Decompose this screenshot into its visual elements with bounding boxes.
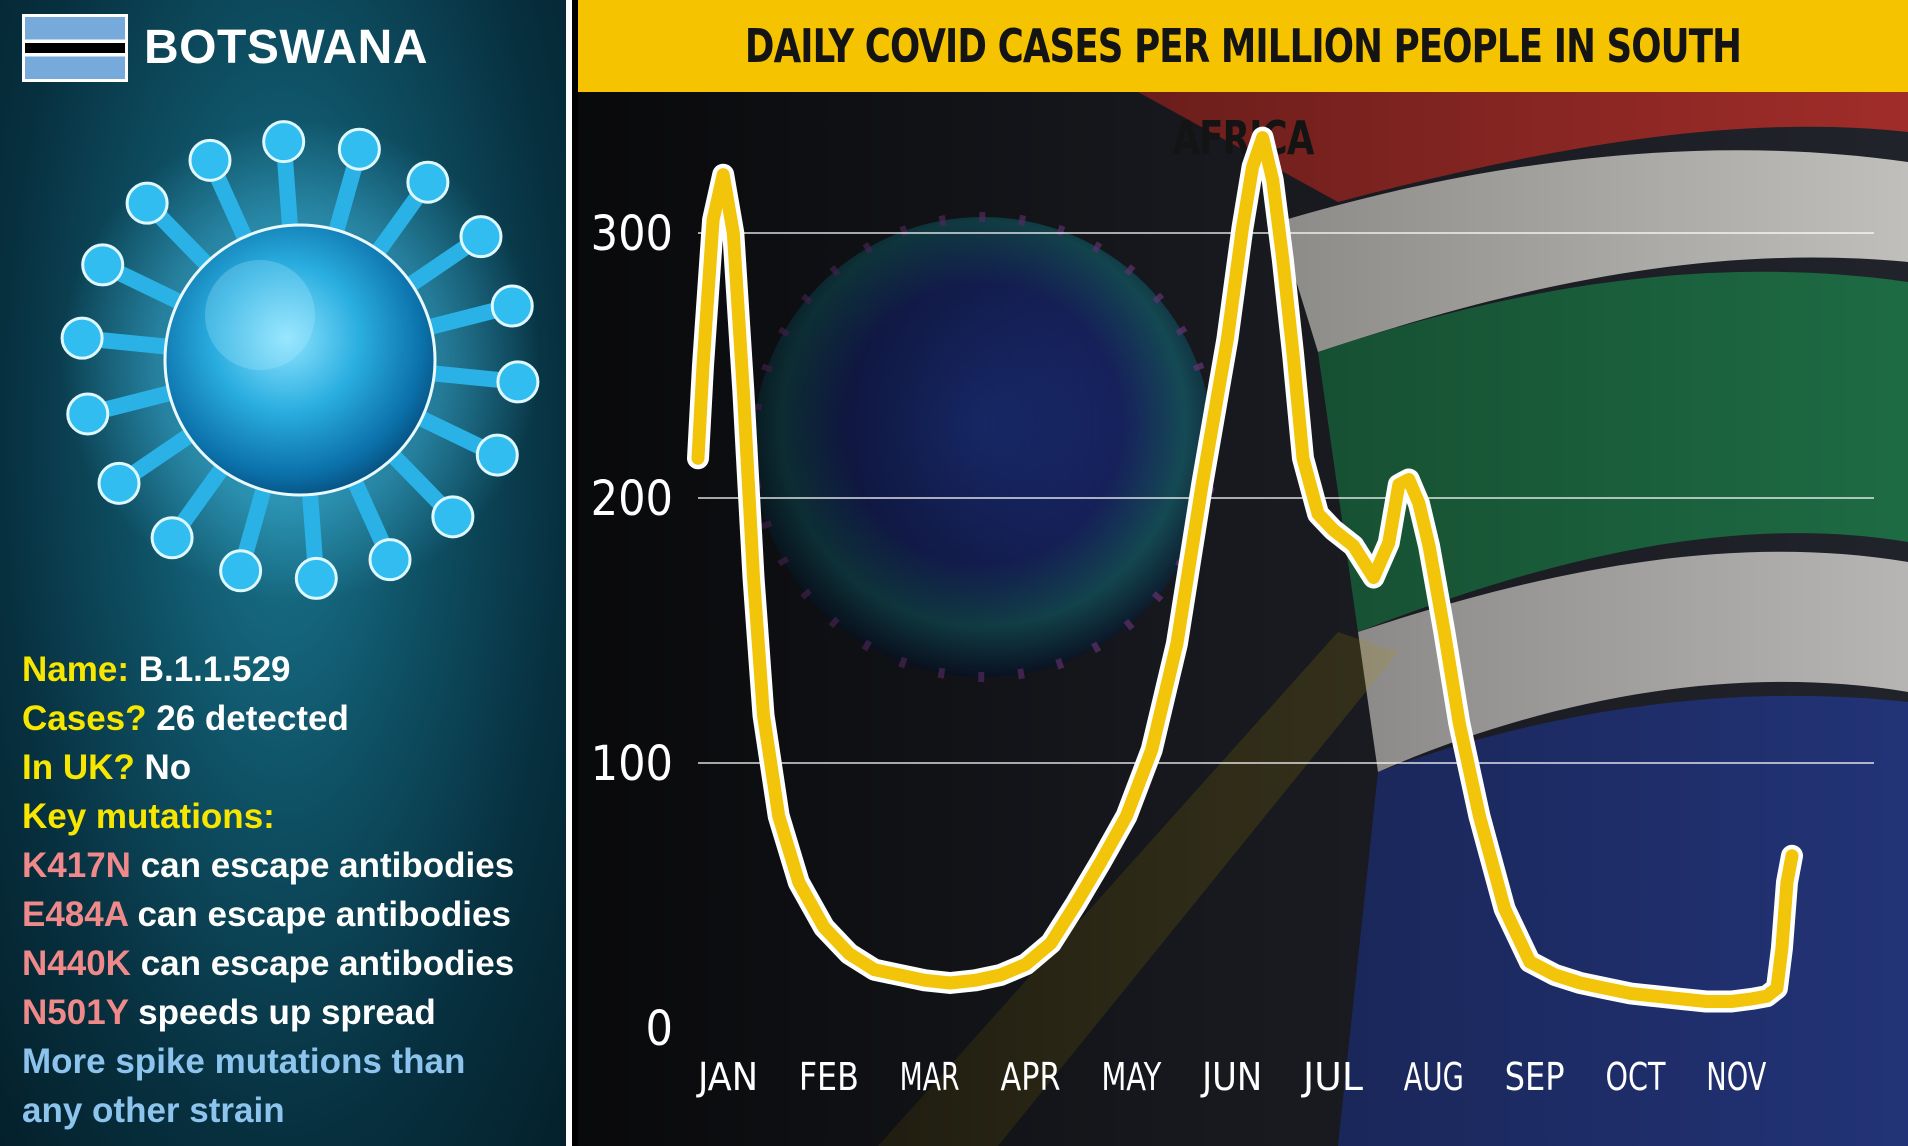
virus-spike-tip (66, 392, 110, 436)
cases-value: 26 detected (156, 699, 349, 738)
virus-spike (301, 481, 324, 573)
virus-spike-tip (496, 360, 540, 404)
virus-spike (345, 470, 393, 555)
virus-spike-tip (459, 215, 503, 259)
virus-spike (148, 205, 218, 275)
virus-spike (367, 185, 428, 263)
virus-spike (421, 364, 512, 389)
botswana-flag-icon (22, 14, 128, 82)
mutation-row: K417N can escape antibodies (22, 841, 566, 890)
y-tick-label: 0 (646, 1001, 673, 1057)
x-tick-label: MAR (900, 1055, 960, 1099)
x-tick-label: JUL (1301, 1055, 1363, 1099)
mutation-code: N501Y (22, 993, 129, 1032)
virus-spike-tip (188, 138, 232, 182)
series-line (691, 131, 1799, 1008)
series-line-outline (687, 126, 1803, 1013)
x-tick-label: FEB (799, 1055, 859, 1099)
mutation-row: N440K can escape antibodies (22, 939, 566, 988)
virus-spike-tip (97, 461, 141, 505)
mutation-effect: can escape antibodies (137, 895, 511, 934)
mutation-effect: can escape antibodies (140, 846, 515, 885)
y-tick-label: 300 (591, 206, 673, 262)
x-tick-label: SEP (1505, 1055, 1565, 1099)
virus-spike (172, 457, 233, 535)
y-tick-label: 200 (591, 471, 673, 527)
cases-label: Cases? (22, 699, 147, 738)
virus-spike (107, 263, 191, 312)
virus-spike-tip (337, 127, 381, 171)
mutation-effect: can escape antibodies (140, 944, 515, 983)
virus-spike-tip (406, 160, 450, 204)
virus-spike-tip (431, 495, 475, 539)
chart-panel: DAILY COVID CASES PER MILLION PEOPLE IN … (578, 0, 1908, 1146)
x-tick-label: JAN (696, 1055, 758, 1099)
x-tick-label: MAY (1101, 1055, 1161, 1099)
virus-spike (276, 147, 299, 239)
virus-spike-tip (150, 516, 194, 560)
mutation-code: E484A (22, 895, 128, 934)
cases-row: Cases? 26 detected (22, 694, 566, 743)
uk-value: No (144, 748, 192, 787)
name-label: Name: (22, 650, 129, 689)
virus-spike-tip (490, 284, 534, 328)
chart-title: DAILY COVID CASES PER MILLION PEOPLE IN … (744, 19, 1742, 165)
uk-label: In UK? (22, 748, 135, 787)
virus-spike (409, 408, 493, 457)
mutation-code: K417N (22, 846, 131, 885)
x-tick-label: AUG (1404, 1055, 1464, 1099)
x-tick-label: OCT (1605, 1055, 1665, 1099)
mutation-code: N440K (22, 944, 131, 983)
note-line-1: More spike mutations than (22, 1042, 466, 1081)
virus-spike (327, 154, 364, 243)
x-tick-label: NOV (1706, 1055, 1766, 1099)
info-panel: BOTSWANA Name: B.1.1.529 Cases? 26 det (0, 0, 572, 1146)
virus-spike-tip (125, 181, 169, 225)
mutations-heading: Key mutations: (22, 797, 275, 836)
virus-spike-tip (294, 556, 338, 600)
y-tick-label: 100 (591, 736, 673, 792)
x-tick-label: APR (1000, 1055, 1060, 1099)
title-bar (578, 0, 1908, 92)
note-line-2: any other strain (22, 1091, 285, 1130)
virus-spike-tip (475, 433, 519, 477)
virus-spike (207, 165, 255, 250)
virus-spike-tip (60, 316, 104, 360)
virus-spike-tip (368, 538, 412, 582)
virus-spike-tip (219, 549, 263, 593)
virus-spike (399, 236, 478, 295)
virus-spike (93, 384, 183, 419)
mutation-row: N501Y speeds up spread (22, 988, 566, 1037)
name-row: Name: B.1.1.529 (22, 645, 566, 694)
virus-spike (88, 331, 179, 356)
virus-spike (122, 425, 201, 484)
country-name: BOTSWANA (144, 21, 428, 74)
virus-spike-tip (81, 243, 125, 287)
variant-facts: Name: B.1.1.529 Cases? 26 detected In UK… (22, 645, 566, 1135)
name-value: B.1.1.529 (138, 650, 291, 689)
virus-spike-tip (262, 120, 306, 164)
virus-spike (382, 445, 452, 515)
mutation-effect: speeds up spread (138, 993, 436, 1032)
mutation-row: E484A can escape antibodies (22, 890, 566, 939)
x-tick-label: JUN (1200, 1055, 1262, 1099)
virus-spike (236, 477, 273, 566)
virus-spike (417, 301, 507, 336)
line-chart: 0 100 200 300 JAN FEB MAR APR MAY JUN JUL AUG SEP OC… (591, 126, 1874, 1099)
uk-row: In UK? No (22, 743, 566, 792)
virus-illustration (60, 120, 540, 600)
